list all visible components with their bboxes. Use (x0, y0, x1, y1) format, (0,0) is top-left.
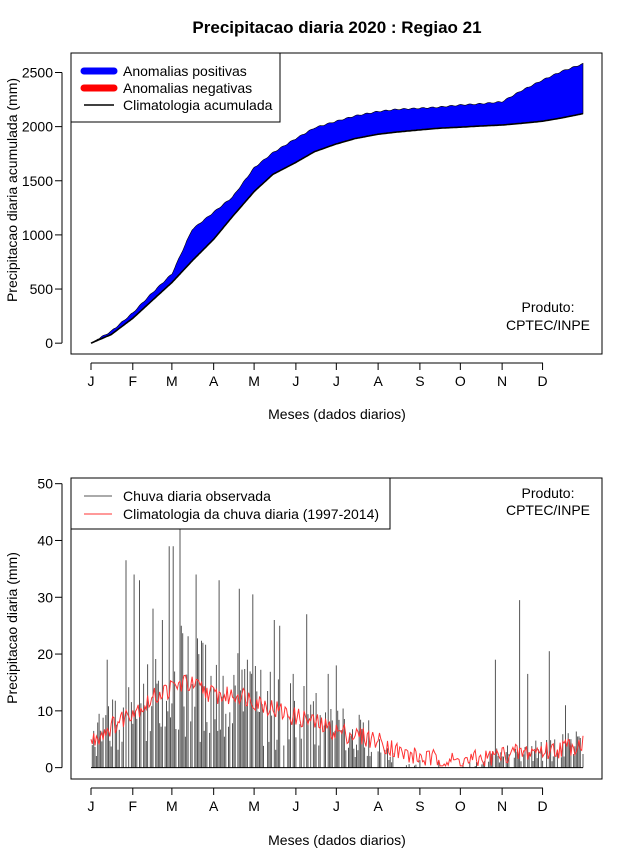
cumulative-x-tick-label: S (415, 373, 424, 389)
daily-x-axis-label: Meses (dados diarios) (268, 832, 406, 848)
daily-legend: Chuva diaria observada Climatologia da c… (70, 477, 391, 530)
cumulative-plot-frame (70, 52, 603, 355)
climatology-cumulative-line (90, 112, 584, 344)
daily-y-tick-label: 20 (37, 646, 53, 662)
cumulative-x-tick-label: N (497, 373, 507, 389)
cumulative-x-tick-label: O (455, 373, 466, 389)
daily-x-tick-label: O (455, 798, 466, 814)
daily-x-tick-label: D (537, 798, 547, 814)
daily-legend-box (70, 477, 391, 530)
daily-x-tick-label: A (373, 798, 383, 814)
cumulative-x-tick-label: M (248, 373, 260, 389)
daily-x-tick-label: F (129, 798, 138, 814)
cumulative-x-tick-label: A (373, 373, 383, 389)
cumulative-y-tick-label: 1000 (22, 227, 53, 243)
cumulative-x-tick-label: M (166, 373, 178, 389)
daily-plot-area (90, 512, 584, 769)
daily-x-tick-label: J (88, 798, 95, 814)
daily-y-tick-label: 30 (37, 589, 53, 605)
cumulative-x-tick-label: D (537, 373, 547, 389)
daily-x-tick-label: S (415, 798, 424, 814)
cumulative-y-axis: 0 500 1000 1500 2000 2500 (22, 64, 63, 351)
daily-y-axis: 0 10 20 30 40 50 (37, 476, 63, 776)
cumulative-credit-line-1: Produto: (522, 299, 575, 315)
cumulative-credit-line-2: CPTEC/INPE (506, 317, 590, 333)
daily-credit-line-1: Produto: (522, 485, 575, 501)
cumulative-x-axis-label: Meses (dados diarios) (268, 406, 406, 422)
daily-y-tick-label: 0 (45, 760, 53, 776)
cumulative-x-tick-label: J (333, 373, 340, 389)
daily-y-tick-label: 50 (37, 476, 53, 492)
cumulative-y-tick-label: 2000 (22, 119, 53, 135)
daily-x-tick-label: N (497, 798, 507, 814)
legend-label-observed: Chuva diaria observada (123, 488, 271, 504)
chart-title: Precipitacao diaria 2020 : Regiao 21 (192, 18, 481, 37)
legend-label-positive: Anomalias positivas (123, 63, 247, 79)
daily-x-tick-label: J (292, 798, 299, 814)
cumulative-y-axis-label: Precipitacao diaria acumulada (mm) (4, 78, 20, 302)
legend-label-negative: Anomalias negativas (123, 80, 252, 96)
daily-y-tick-label: 40 (37, 532, 53, 548)
daily-x-tick-label: A (209, 798, 219, 814)
cumulative-y-tick-label: 0 (45, 335, 53, 351)
cumulative-y-tick-label: 500 (30, 281, 54, 297)
daily-x-tick-label: M (248, 798, 260, 814)
cumulative-plot-area (90, 62, 584, 344)
legend-label-climatology: Climatologia acumulada (123, 97, 273, 113)
cumulative-x-tick-label: A (209, 373, 219, 389)
cumulative-x-tick-label: F (129, 373, 138, 389)
panel-cumulative: 0 500 1000 1500 2000 2500 J F M A M J J A S O N D Meses … (4, 52, 603, 422)
cumulative-x-tick-label: J (88, 373, 95, 389)
climatology-daily-line (90, 674, 584, 767)
cumulative-y-tick-label: 1500 (22, 173, 53, 189)
cumulative-y-tick-label: 2500 (22, 64, 53, 80)
daily-y-axis-label: Precipitacao diaria (mm) (4, 552, 20, 704)
daily-x-tick-label: J (333, 798, 340, 814)
cumulative-x-tick-label: J (292, 373, 299, 389)
daily-y-tick-label: 10 (37, 703, 53, 719)
daily-x-tick-label: M (166, 798, 178, 814)
legend-label-daily-climatology: Climatologia da chuva diaria (1997-2014) (123, 506, 379, 522)
daily-credit-line-2: CPTEC/INPE (506, 502, 590, 518)
cumulative-legend: Anomalias positivas Anomalias negativas … (70, 52, 281, 123)
panel-daily: 0 10 20 30 40 50 J F M A M J J A S O N D Meses (dados di… (4, 476, 603, 848)
